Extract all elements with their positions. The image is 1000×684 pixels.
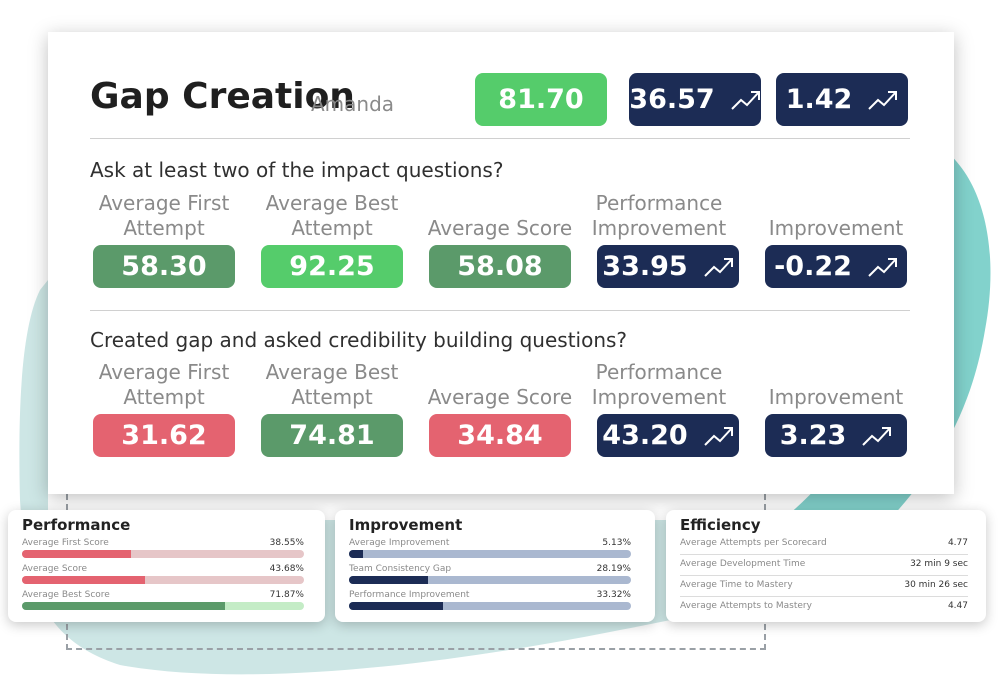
- metric-label-improvement: Improvement: [768, 385, 904, 409]
- improvement-card: Improvement Average Improvement 5.13% Te…: [335, 510, 655, 622]
- average-score-value: 58.08: [457, 251, 543, 282]
- improvement-value: -0.22: [774, 251, 852, 282]
- page-title: Gap Creation: [90, 76, 355, 117]
- first-attempt-value: 31.62: [121, 420, 207, 451]
- average-score-value: 34.84: [457, 420, 543, 451]
- performance-row: Average First Score 38.55%: [22, 538, 304, 562]
- metric-label-best-attempt: Average Best Attempt: [265, 360, 399, 409]
- divider: [90, 310, 910, 311]
- improvement-card-title: Improvement: [349, 516, 463, 534]
- average-score-value-badge: 58.08: [429, 245, 571, 288]
- progress-bar-fill: [22, 550, 131, 558]
- overall-score-value: 81.70: [498, 84, 584, 115]
- efficiency-value: 30 min 26 sec: [904, 580, 968, 590]
- bar-label: Team Consistency Gap: [349, 564, 452, 574]
- improvement-row: Average Improvement 5.13%: [349, 538, 631, 562]
- trending-up-icon: [868, 257, 897, 277]
- best-attempt-value-badge: 92.25: [261, 245, 403, 288]
- bar-value: 28.19%: [596, 564, 631, 574]
- question-credibility: Created gap and asked credibility buildi…: [90, 328, 628, 352]
- improvement-value-badge: -0.22: [765, 245, 907, 288]
- performance-improvement-value: 43.20: [602, 420, 688, 451]
- bar-value: 5.13%: [602, 538, 631, 548]
- trending-up-icon: [703, 257, 733, 277]
- performance-card-title: Performance: [22, 516, 131, 534]
- improvement-row: Performance Improvement 33.32%: [349, 590, 631, 614]
- metric-label-average-score: Average Score: [427, 385, 573, 409]
- user-name: Amanda: [311, 92, 395, 116]
- best-attempt-value: 92.25: [289, 251, 375, 282]
- efficiency-row: Average Time to Mastery 30 min 26 sec: [680, 577, 968, 597]
- trending-up-icon: [703, 426, 733, 446]
- metric-label-improvement: Improvement: [768, 216, 904, 240]
- bar-label: Average Score: [22, 564, 88, 574]
- metric-label-first-attempt: Average First Attempt: [98, 191, 230, 240]
- metric-label-first-attempt: Average First Attempt: [98, 360, 230, 409]
- performance-row: Average Best Score 71.87%: [22, 590, 304, 614]
- divider: [90, 138, 910, 139]
- progress-bar-fill: [22, 602, 225, 610]
- best-attempt-value: 74.81: [289, 420, 375, 451]
- first-attempt-value-badge: 31.62: [93, 414, 235, 457]
- progress-bar-fill: [349, 576, 429, 584]
- efficiency-value: 32 min 9 sec: [910, 559, 968, 569]
- progress-bar-track: [22, 602, 304, 610]
- bar-label: Performance Improvement: [349, 590, 470, 600]
- overall-score-badge: 81.70: [475, 73, 607, 126]
- scorecard-header: Gap Creation Amanda: [90, 72, 910, 128]
- bar-value: 71.87%: [269, 590, 304, 600]
- efficiency-row: Average Attempts to Mastery 4.47: [680, 598, 968, 618]
- efficiency-label: Average Attempts to Mastery: [680, 601, 812, 611]
- bar-value: 38.55%: [269, 538, 304, 548]
- improvement-value-badge: 3.23: [765, 414, 907, 457]
- metric-label-average-score: Average Score: [427, 216, 573, 240]
- progress-bar-fill: [349, 602, 443, 610]
- first-attempt-value-badge: 58.30: [93, 245, 235, 288]
- progress-bar-track: [22, 550, 304, 558]
- performance-improvement-value-badge: 33.95: [597, 245, 739, 288]
- improvement-row: Team Consistency Gap 28.19%: [349, 564, 631, 588]
- question-impact: Ask at least two of the impact questions…: [90, 158, 504, 182]
- first-attempt-value: 58.30: [121, 251, 207, 282]
- metric-label-performance-improvement: Performance Improvement: [591, 360, 727, 409]
- bar-value: 43.68%: [269, 564, 304, 574]
- best-attempt-value-badge: 74.81: [261, 414, 403, 457]
- efficiency-value: 4.77: [947, 538, 968, 548]
- performance-improvement-value-badge: 43.20: [597, 414, 739, 457]
- progress-bar-track: [349, 576, 631, 584]
- efficiency-row: Average Development Time 32 min 9 sec: [680, 556, 968, 576]
- bar-label: Average Best Score: [22, 590, 110, 600]
- progress-bar-fill: [349, 550, 364, 558]
- average-score-value-badge: 34.84: [429, 414, 571, 457]
- efficiency-value: 4.47: [947, 601, 968, 611]
- metric-label-performance-improvement: Performance Improvement: [591, 191, 727, 240]
- bar-value: 33.32%: [596, 590, 631, 600]
- performance-card: Performance Average First Score 38.55% A…: [8, 510, 325, 622]
- performance-improvement-value: 33.95: [602, 251, 688, 282]
- progress-bar-track: [349, 550, 631, 558]
- efficiency-card: Efficiency Average Attempts per Scorecar…: [666, 510, 986, 622]
- bar-label: Average First Score: [22, 538, 109, 548]
- progress-bar-track: [349, 602, 631, 610]
- trending-up-icon: [730, 90, 760, 110]
- progress-bar-track: [22, 576, 304, 584]
- bar-label: Average Improvement: [349, 538, 450, 548]
- efficiency-label: Average Development Time: [680, 559, 806, 569]
- performance-improvement-value: 36.57: [629, 84, 715, 115]
- progress-bar-fill: [22, 576, 146, 584]
- scorecard-panel: Gap Creation Amanda 81.70 36.57 1.42 Ask…: [48, 32, 954, 494]
- metric-label-best-attempt: Average Best Attempt: [265, 191, 399, 240]
- performance-improvement-badge: 36.57: [629, 73, 761, 126]
- improvement-value: 1.42: [785, 84, 853, 115]
- improvement-badge: 1.42: [776, 73, 908, 126]
- efficiency-row: Average Attempts per Scorecard 4.77: [680, 535, 968, 555]
- trending-up-icon: [862, 426, 892, 446]
- efficiency-label: Average Attempts per Scorecard: [680, 538, 827, 548]
- efficiency-label: Average Time to Mastery: [680, 580, 793, 590]
- trending-up-icon: [868, 90, 898, 110]
- performance-row: Average Score 43.68%: [22, 564, 304, 588]
- improvement-value: 3.23: [779, 420, 847, 451]
- efficiency-card-title: Efficiency: [680, 516, 761, 534]
